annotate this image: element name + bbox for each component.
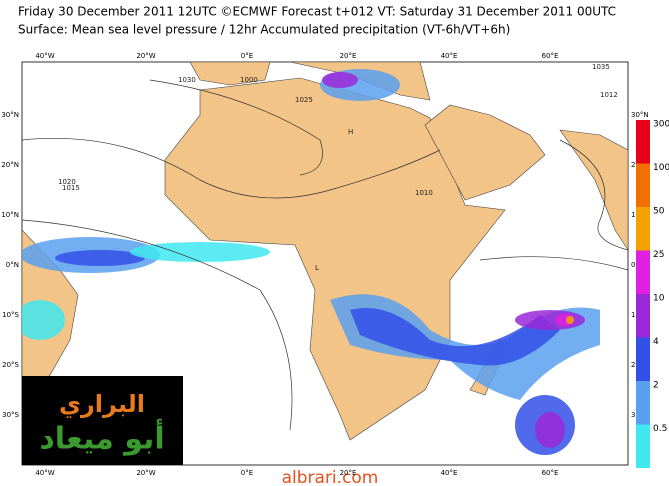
colorbar-segment — [636, 207, 650, 251]
colorbar-segment — [636, 163, 650, 207]
lon-label: 60°E — [542, 469, 559, 477]
isobar-label: 1025 — [295, 96, 313, 104]
colorbar-segment — [636, 424, 650, 468]
colorbar-segment — [636, 120, 650, 164]
colorbar-segment — [636, 294, 650, 338]
lon-label: 0°E — [241, 52, 253, 60]
lat-label: 20°S — [2, 361, 19, 369]
watermark-box: البراري أبو ميعاد — [22, 376, 183, 465]
lon-label: 40°W — [35, 469, 54, 477]
isobars — [22, 79, 628, 431]
lon-label: 40°E — [441, 469, 458, 477]
lon-label: 20°E — [340, 469, 357, 477]
lat-label: 30°N — [1, 111, 19, 119]
colorbar-label: 10 — [653, 294, 665, 304]
lat-label: 10°S — [2, 311, 19, 319]
lat-label: 30°N — [631, 111, 649, 119]
isobar-label: 1010 — [415, 189, 433, 197]
lon-label: 40°E — [441, 52, 458, 60]
colorbar-label: 0.5 — [653, 424, 667, 434]
watermark-alias: أبو ميعاد — [39, 419, 164, 457]
header-line1: Friday 30 December 2011 12UTC ©ECMWF For… — [18, 5, 616, 19]
lon-label: 60°E — [542, 52, 559, 60]
watermark-site: albrari.com — [282, 468, 379, 486]
colorbar-label: 100 — [653, 163, 669, 173]
isobar-label: 1030 — [178, 76, 196, 84]
precipitation — [22, 69, 600, 455]
lon-label: 40°W — [35, 52, 54, 60]
colorbar-label: 2 — [653, 381, 659, 391]
colorbar-label: 4 — [653, 337, 659, 347]
colorbar-segment — [636, 250, 650, 294]
lat-label: 0°N — [6, 261, 19, 269]
colorbar-label: 50 — [653, 207, 665, 217]
isobar-label: H — [348, 128, 353, 136]
watermark-name: البراري — [59, 390, 145, 418]
colorbar-label: 300 — [653, 120, 669, 130]
lat-label: 10°N — [1, 211, 19, 219]
header-line2: Surface: Mean sea level pressure / 12hr … — [18, 23, 510, 37]
lon-label: 20°W — [136, 52, 155, 60]
colorbar-segment — [636, 381, 650, 425]
isobar-label: 1015 — [62, 184, 80, 192]
isobar-label: 1035 — [592, 63, 610, 71]
isobar-label: 1000 — [240, 76, 258, 84]
isobar-label: 1012 — [600, 91, 618, 99]
isobar-label: L — [315, 264, 319, 272]
lat-label: 30°S — [2, 411, 19, 419]
isobar-label: 1020 — [58, 178, 76, 186]
lon-label: 20°W — [136, 469, 155, 477]
lon-label: 20°E — [340, 52, 357, 60]
colorbar-segment — [636, 337, 650, 381]
lon-label: 0°E — [241, 469, 253, 477]
colorbar-label: 25 — [653, 250, 664, 260]
lat-label: 20°N — [1, 161, 19, 169]
